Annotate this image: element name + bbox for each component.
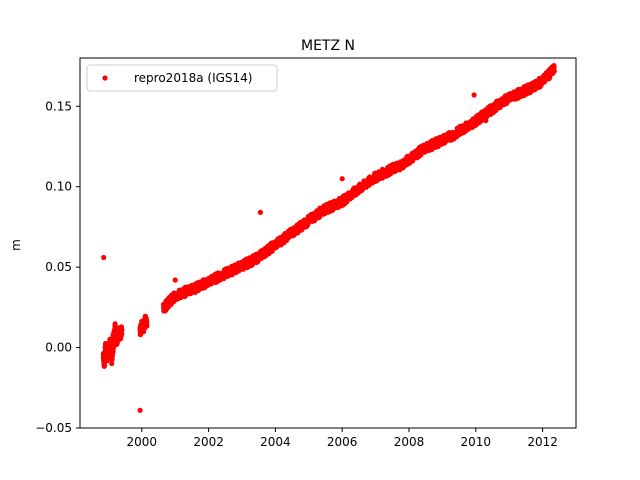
y-tick-label: 0.15 [45, 99, 72, 113]
y-tick-label: −0.05 [35, 421, 72, 435]
y-axis-label: m [9, 239, 23, 251]
data-point [112, 321, 118, 327]
legend-label: repro2018a (IGS14) [134, 71, 252, 85]
y-tick-label: 0.00 [45, 341, 72, 355]
outlier-point [483, 118, 489, 124]
axis-ticks: 2000 2002 2004 2006 2008 2010 2012 −0.05 0.00 0.0… [35, 99, 558, 449]
data-point [119, 327, 125, 333]
data-point [551, 68, 557, 74]
outlier-point [137, 407, 143, 413]
outlier-point [172, 277, 178, 283]
outlier-point [101, 254, 107, 261]
legend: repro2018a (IGS14) [86, 64, 278, 92]
chart-title: METZ N [301, 38, 355, 54]
legend-marker [102, 75, 108, 81]
data-point [144, 323, 150, 329]
x-tick-label: 2012 [527, 435, 558, 449]
outlier-point [339, 176, 345, 182]
x-tick-label: 2000 [127, 435, 158, 449]
plot-area [100, 63, 557, 413]
x-tick-label: 2008 [394, 435, 425, 449]
x-tick-label: 2010 [461, 435, 492, 449]
y-tick-label: 0.10 [45, 180, 72, 194]
outlier-point [257, 209, 263, 215]
x-tick-label: 2002 [193, 435, 224, 449]
outlier-point [471, 92, 477, 98]
data-point [109, 360, 115, 367]
data-point [112, 332, 118, 338]
plot-frame [79, 57, 577, 429]
x-tick-label: 2004 [260, 435, 291, 449]
x-tick-label: 2006 [327, 435, 358, 449]
data-point [119, 331, 125, 337]
legend-box [86, 64, 278, 92]
y-tick-label: 0.05 [45, 260, 72, 274]
data-point [109, 352, 116, 359]
data-point [551, 64, 557, 70]
